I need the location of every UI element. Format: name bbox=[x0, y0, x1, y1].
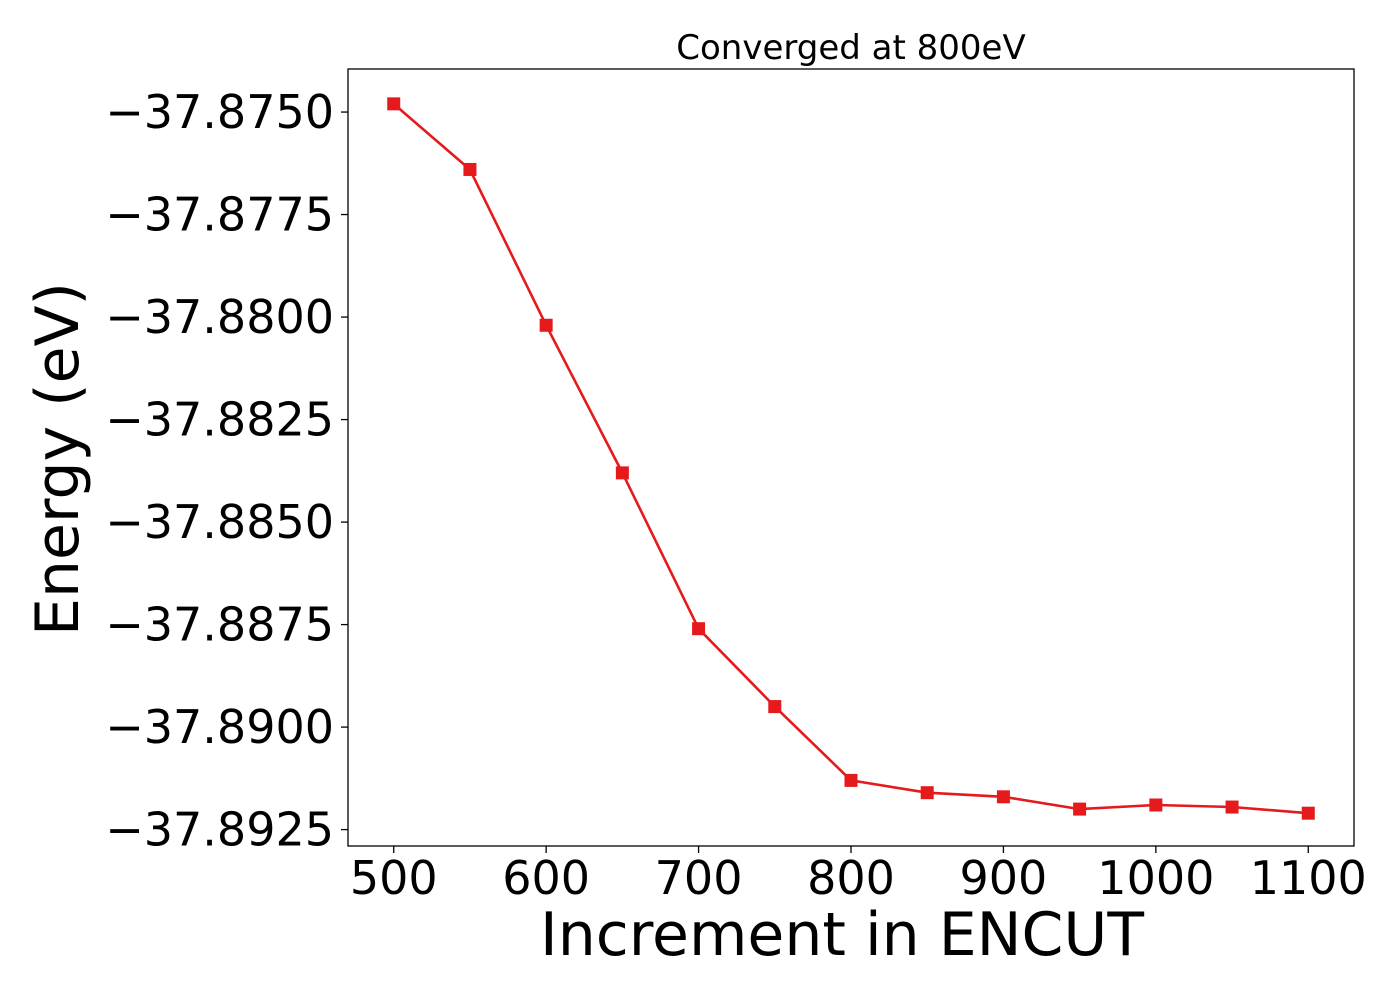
data-point bbox=[1073, 802, 1087, 816]
chart-title: Converged at 800eV bbox=[676, 28, 1025, 68]
y-tick-label: −37.8825 bbox=[105, 393, 334, 447]
x-tick-label: 500 bbox=[350, 851, 438, 905]
x-tick-label: 600 bbox=[502, 851, 590, 905]
data-point bbox=[768, 700, 782, 714]
plot-area bbox=[387, 97, 1315, 820]
data-point bbox=[1301, 806, 1315, 820]
x-tick-label: 700 bbox=[655, 851, 743, 905]
y-axis-label: Energy (eV) bbox=[23, 282, 93, 636]
data-point bbox=[844, 773, 858, 787]
y-tick-label: −37.8800 bbox=[105, 290, 334, 344]
x-axis: 500 600 700 800 900 1000 1100 bbox=[350, 846, 1367, 905]
y-axis: −37.8750 −37.8775 −37.8800 −37.8825 −37.8850… bbox=[105, 85, 348, 857]
data-point bbox=[692, 622, 706, 636]
data-point bbox=[996, 790, 1010, 804]
data-point bbox=[387, 97, 401, 111]
y-tick-label: −37.8850 bbox=[105, 495, 334, 549]
y-tick-label: −37.8775 bbox=[105, 188, 334, 242]
x-tick-label: 900 bbox=[960, 851, 1048, 905]
y-tick-label: −37.8900 bbox=[105, 700, 334, 754]
x-tick-label: 1000 bbox=[1097, 851, 1214, 905]
data-point bbox=[1225, 800, 1239, 814]
data-point bbox=[539, 318, 553, 332]
data-point bbox=[463, 162, 477, 176]
y-tick-label: −37.8925 bbox=[105, 803, 334, 857]
data-point bbox=[1149, 798, 1163, 812]
y-tick-label: −37.8875 bbox=[105, 598, 334, 652]
data-point bbox=[920, 786, 934, 800]
data-point bbox=[615, 466, 629, 480]
x-axis-label: Increment in ENCUT bbox=[540, 900, 1144, 970]
x-tick-label: 800 bbox=[807, 851, 895, 905]
x-tick-label: 1100 bbox=[1250, 851, 1367, 905]
y-tick-label: −37.8750 bbox=[105, 85, 334, 139]
